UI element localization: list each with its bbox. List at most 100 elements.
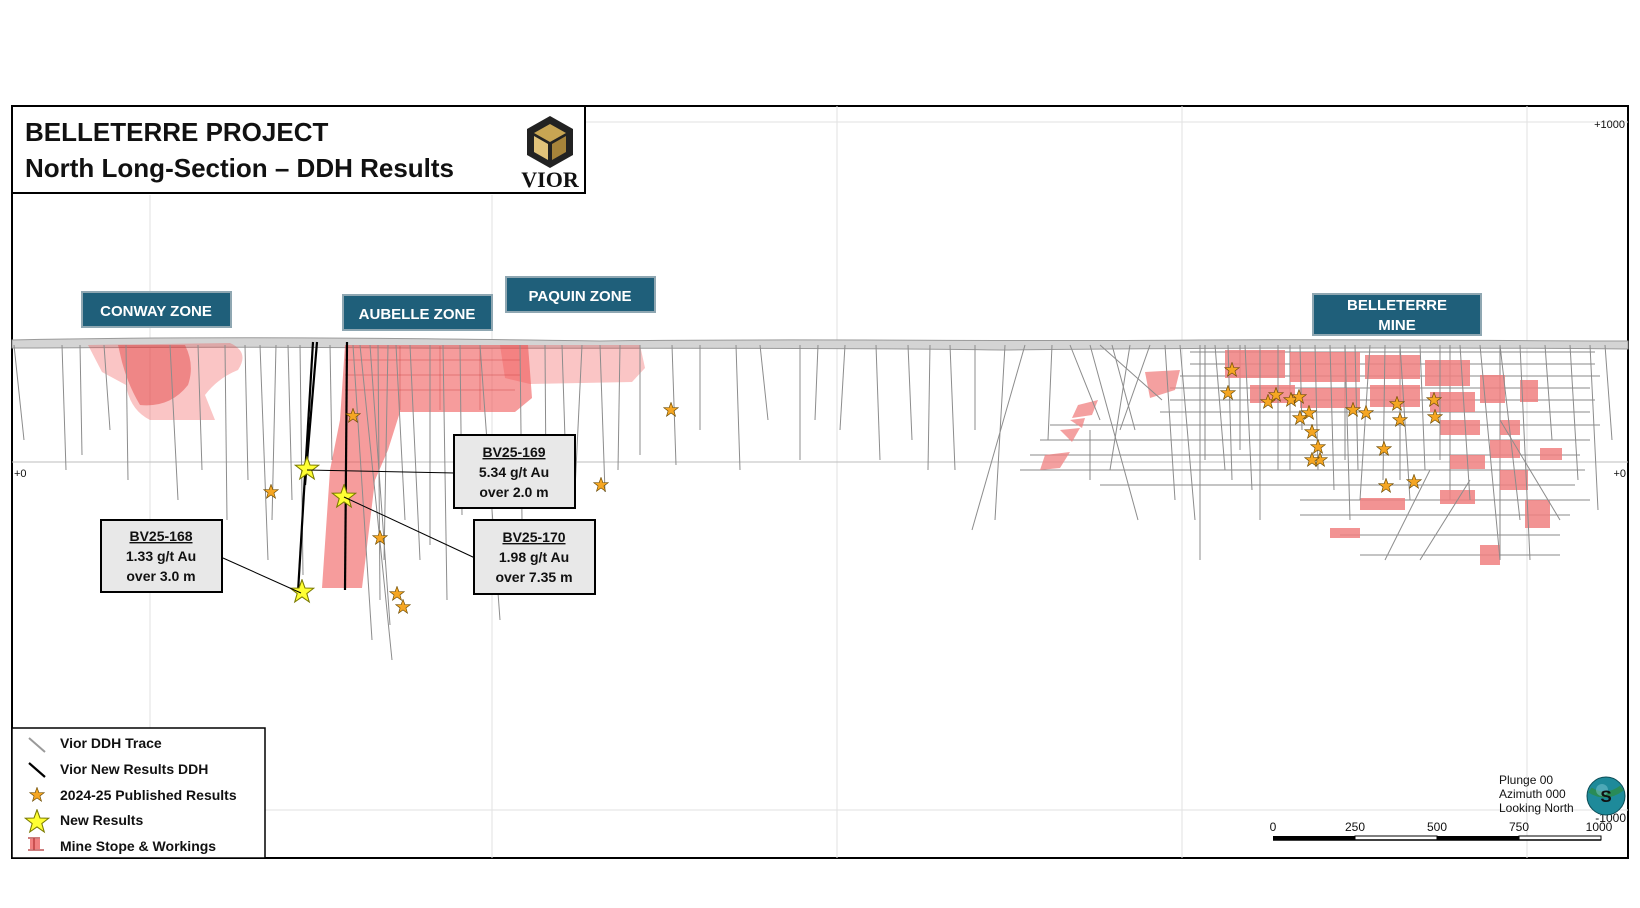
ddh-trace <box>299 344 304 576</box>
callout-bv25-169: BV25-169 5.34 g/t Au over 2.0 m <box>453 434 576 509</box>
zone-label-paquin: PAQUIN ZONE <box>505 276 656 313</box>
ddh-trace <box>1179 344 1196 521</box>
ddh-trace <box>1499 344 1521 521</box>
ddh-trace <box>875 344 881 461</box>
scale-tick-1000: 1000 <box>1586 820 1613 834</box>
zone-label-belleterre-mine: BELLETERRE MINE <box>1312 293 1482 336</box>
title-block: BELLETERRE PROJECT North Long-Section – … <box>11 105 586 194</box>
ddh-trace <box>971 344 1026 531</box>
svg-text:BV25-170: BV25-170 <box>502 529 565 545</box>
svg-text:CONWAY ZONE: CONWAY ZONE <box>100 303 212 320</box>
elevation-top-label: +1000 <box>1594 119 1625 131</box>
ddh-trace <box>1499 419 1561 521</box>
ddh-trace <box>1069 344 1101 421</box>
ddh-trace <box>1244 344 1253 491</box>
legend-label-ddh-trace: Vior DDH Trace <box>60 735 162 751</box>
ddh-trace <box>329 344 333 461</box>
compass-letter: S <box>1600 787 1611 806</box>
svg-text:PAQUIN ZONE: PAQUIN ZONE <box>528 288 631 305</box>
ddh-trace-icon <box>28 737 46 753</box>
ddh-trace <box>1047 344 1053 441</box>
svg-text:AUBELLE ZONE: AUBELLE ZONE <box>359 306 476 323</box>
ddh-trace <box>1359 344 1371 501</box>
belleterre-mine-workings <box>1020 345 1600 565</box>
vior-logo-text: VIOR <box>521 167 580 192</box>
ddh-trace <box>735 344 741 471</box>
svg-text:over 2.0 m: over 2.0 m <box>479 484 548 500</box>
ddh-trace <box>79 344 83 456</box>
ddh-trace <box>1589 344 1599 511</box>
elevation-zero-right-label: +0 <box>1613 468 1626 480</box>
ddh-traces <box>13 344 1613 661</box>
ddh-trace <box>1214 344 1226 471</box>
ddh-trace <box>1569 344 1579 481</box>
ddh-trace <box>1479 344 1501 561</box>
ddh-trace <box>352 344 373 641</box>
scale-bar: 0 250 500 750 1000 <box>1270 820 1613 841</box>
zone-label-conway: CONWAY ZONE <box>81 291 232 328</box>
ddh-trace <box>1382 344 1386 481</box>
legend-label-mine-stope: Mine Stope & Workings <box>60 838 216 854</box>
title-line2: North Long-Section – DDH Results <box>25 153 454 183</box>
scale-tick-0: 0 <box>1270 820 1277 834</box>
svg-text:BV25-168: BV25-168 <box>129 528 192 544</box>
compass-globe-icon: S <box>1586 776 1626 816</box>
legend-label-published: 2024-25 Published Results <box>60 787 237 803</box>
ddh-trace <box>287 344 293 501</box>
ddh-bv25-170 <box>343 341 349 591</box>
svg-text:MINE: MINE <box>1378 317 1416 334</box>
ddh-trace <box>1519 344 1531 561</box>
ddh-trace <box>1459 344 1471 501</box>
ddh-trace <box>927 344 931 471</box>
scale-tick-250: 250 <box>1345 820 1365 834</box>
ddh-trace <box>599 344 606 493</box>
plunge-text: Plunge 00 <box>1499 773 1553 787</box>
title-line1: BELLETERRE PROJECT <box>25 117 328 147</box>
scale-tick-500: 500 <box>1427 820 1447 834</box>
ddh-trace <box>395 344 406 521</box>
ddh-trace <box>1164 344 1176 501</box>
ddh-trace <box>1099 344 1163 401</box>
elevation-zero-left-label: +0 <box>14 468 27 480</box>
ddh-trace <box>1089 344 1139 521</box>
svg-text:5.34 g/t Au: 5.34 g/t Au <box>479 464 549 480</box>
zone-labels: CONWAY ZONE AUBELLE ZONE PAQUIN ZONE BEL… <box>81 276 1482 336</box>
legend-label-new-results: New Results <box>60 812 143 828</box>
ddh-trace <box>759 344 769 421</box>
ddh-trace <box>671 344 677 466</box>
scale-tick-750: 750 <box>1509 820 1529 834</box>
ddh-trace <box>814 344 819 421</box>
ddh-trace <box>377 344 381 601</box>
view-info: Plunge 00 Azimuth 000 Looking North <box>1499 773 1574 815</box>
ddh-trace <box>169 344 179 501</box>
ddh-trace <box>125 344 129 481</box>
vior-cube-logo-icon <box>527 116 573 168</box>
svg-text:1.98 g/t Au: 1.98 g/t Au <box>499 549 569 565</box>
ddh-trace <box>1119 344 1151 431</box>
legend-label-new-ddh: Vior New Results DDH <box>60 761 208 777</box>
callout-bv25-168: BV25-168 1.33 g/t Au over 3.0 m <box>100 519 223 593</box>
zone-label-aubelle: AUBELLE ZONE <box>342 294 493 331</box>
ddh-trace <box>369 344 391 626</box>
ddh-trace <box>1384 469 1431 561</box>
svg-text:over 3.0 m: over 3.0 m <box>126 568 195 584</box>
ddh-trace <box>1344 344 1351 521</box>
ddh-trace <box>1109 344 1131 471</box>
paquin-zone-solid <box>500 345 645 384</box>
new-ddh-icon <box>28 762 46 778</box>
ddh-trace <box>224 344 228 521</box>
ddh-trace <box>359 344 393 661</box>
ddh-trace <box>1329 344 1335 491</box>
ddh-trace <box>383 344 389 561</box>
callout-leaders <box>222 469 476 594</box>
svg-text:BV25-169: BV25-169 <box>482 444 545 460</box>
ddh-trace <box>907 344 913 441</box>
mine-stope-icon <box>28 837 44 851</box>
ddh-trace <box>574 344 583 491</box>
ddh-trace <box>244 344 249 481</box>
svg-text:1.33 g/t Au: 1.33 g/t Au <box>126 548 196 564</box>
legend: Vior DDH Trace Vior New Results DDH 2024… <box>11 727 266 859</box>
ddh-trace <box>259 344 269 561</box>
ddh-trace <box>1544 344 1553 441</box>
azimuth-text: Azimuth 000 <box>1499 787 1566 801</box>
